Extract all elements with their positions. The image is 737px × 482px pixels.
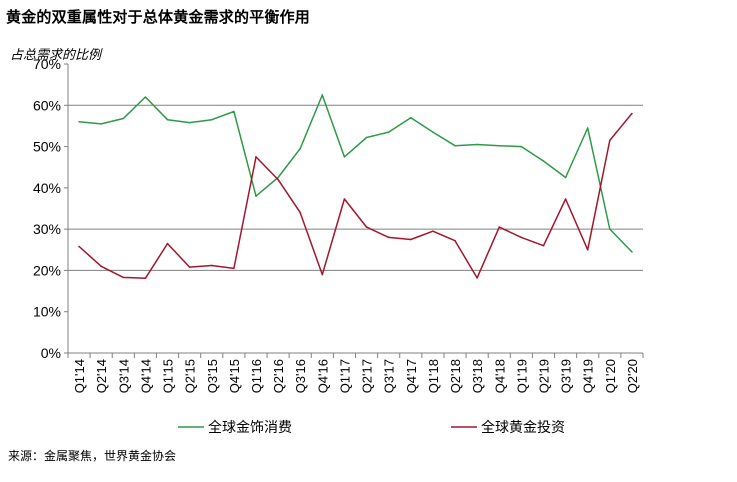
series-line-2 xyxy=(78,113,633,280)
y-tick-label: 50% xyxy=(33,139,61,155)
y-tick-label: 20% xyxy=(33,262,61,278)
data-point xyxy=(409,238,412,241)
x-tick-label: Q2'15 xyxy=(183,359,198,393)
data-point xyxy=(542,244,545,247)
x-tick-label: Q3'17 xyxy=(382,359,397,393)
y-tick-label: 0% xyxy=(41,345,61,361)
data-point xyxy=(321,94,324,96)
data-point xyxy=(365,226,368,228)
series-line-1 xyxy=(79,94,633,253)
data-point xyxy=(609,139,611,142)
legend-label-1: 全球金饰消费 xyxy=(208,419,292,435)
x-tick-label: Q1'14 xyxy=(72,359,87,393)
data-point xyxy=(188,266,191,268)
data-point xyxy=(255,156,257,158)
data-point xyxy=(520,236,523,239)
data-point xyxy=(365,136,368,139)
legend-label-2: 全球黄金投资 xyxy=(481,419,565,435)
data-point xyxy=(542,160,545,162)
source-note: 来源：金属聚焦，世界黄金协会 xyxy=(8,449,177,463)
x-tick-label: Q4'18 xyxy=(492,359,507,393)
y-tick-label: 70% xyxy=(33,56,61,72)
data-point xyxy=(454,144,456,147)
x-tick-label: Q1'20 xyxy=(603,359,618,393)
data-point xyxy=(498,226,501,228)
data-point xyxy=(255,195,257,197)
x-tick-label: Q3'15 xyxy=(205,359,220,393)
x-tick-label: Q2'18 xyxy=(448,359,463,393)
chart-subtitle: 占总需求的比例 xyxy=(10,48,102,63)
y-tick-label: 30% xyxy=(33,221,61,237)
data-point xyxy=(432,230,434,233)
data-point xyxy=(564,198,567,200)
y-tick-label: 40% xyxy=(33,180,61,196)
y-tick-label: 60% xyxy=(33,97,61,113)
data-point xyxy=(387,131,390,133)
data-point xyxy=(122,117,125,120)
data-point xyxy=(586,248,589,251)
data-point xyxy=(476,143,478,146)
data-point xyxy=(299,147,302,150)
data-point xyxy=(631,251,633,253)
x-tick-label: Q4'17 xyxy=(404,359,419,393)
data-point xyxy=(210,264,213,267)
x-tick-label: Q2'20 xyxy=(625,359,640,393)
data-point xyxy=(343,156,346,158)
x-tick-label: Q2'19 xyxy=(536,359,551,393)
data-point xyxy=(122,276,125,279)
x-tick-label: Q4'14 xyxy=(138,359,153,393)
x-tick-label: Q2'17 xyxy=(360,359,375,393)
data-point xyxy=(100,123,102,125)
x-tick-label: Q1'18 xyxy=(426,359,441,393)
data-point xyxy=(631,112,633,115)
x-tick-label: Q3'18 xyxy=(470,359,485,393)
data-point xyxy=(609,228,611,230)
data-point xyxy=(321,273,324,276)
data-point xyxy=(343,198,346,200)
data-point xyxy=(387,236,390,239)
x-tick-label: Q1'19 xyxy=(514,359,529,393)
data-point xyxy=(78,245,80,248)
data-point xyxy=(586,127,589,129)
data-point xyxy=(520,145,523,148)
data-point xyxy=(188,121,191,124)
data-point xyxy=(233,267,235,270)
data-point xyxy=(432,131,434,133)
data-point xyxy=(166,118,169,121)
x-tick-label: Q2'14 xyxy=(94,359,109,393)
data-point xyxy=(409,116,412,119)
data-point xyxy=(100,265,102,268)
data-point xyxy=(299,211,302,214)
y-tick-label: 10% xyxy=(33,304,61,320)
data-point xyxy=(233,110,235,113)
data-point xyxy=(210,118,213,121)
data-point xyxy=(144,96,147,98)
data-point xyxy=(476,277,478,279)
chart-title: 黄金的双重属性对于总体黄金需求的平衡作用 xyxy=(6,8,311,26)
x-tick-label: Q1'16 xyxy=(249,359,264,393)
x-tick-label: Q4'16 xyxy=(315,359,330,393)
data-point xyxy=(277,176,279,179)
data-point xyxy=(78,121,80,123)
x-tick-label: Q1'15 xyxy=(161,359,176,393)
data-point xyxy=(166,242,169,245)
x-tick-label: Q4'15 xyxy=(227,359,242,393)
data-point xyxy=(498,144,501,147)
x-tick-label: Q3'16 xyxy=(293,359,308,393)
data-point xyxy=(454,239,456,242)
x-tick-label: Q1'17 xyxy=(337,359,352,393)
data-point xyxy=(277,178,279,181)
x-tick-label: Q2'16 xyxy=(271,359,286,393)
x-tick-label: Q4'19 xyxy=(581,359,596,393)
x-tick-label: Q3'14 xyxy=(116,359,131,393)
data-point xyxy=(564,176,567,179)
data-point xyxy=(144,277,147,280)
x-tick-label: Q3'19 xyxy=(559,359,574,393)
